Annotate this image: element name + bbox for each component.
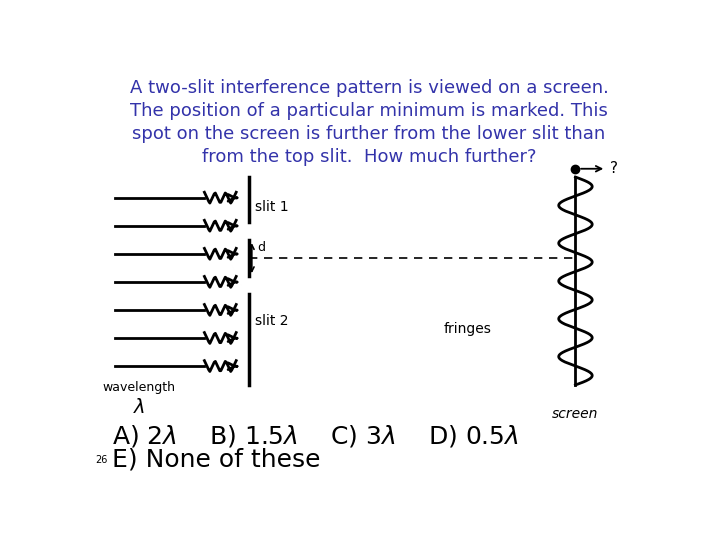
Text: slit 2: slit 2 [255,314,288,328]
Text: fringes: fringes [444,322,492,336]
Text: $\lambda$: $\lambda$ [133,399,145,417]
Text: wavelength: wavelength [103,381,176,394]
Text: E) None of these: E) None of these [112,448,321,472]
Text: screen: screen [552,407,598,421]
Text: A two-slit interference pattern is viewed on a screen.
The position of a particu: A two-slit interference pattern is viewe… [130,79,608,166]
Text: slit 1: slit 1 [255,200,288,214]
Text: 26: 26 [96,455,108,465]
Text: ?: ? [610,161,618,176]
Text: A) 2$\lambda$    B) 1.5$\lambda$    C) 3$\lambda$    D) 0.5$\lambda$: A) 2$\lambda$ B) 1.5$\lambda$ C) 3$\lamb… [112,423,519,449]
Text: d: d [258,241,266,254]
